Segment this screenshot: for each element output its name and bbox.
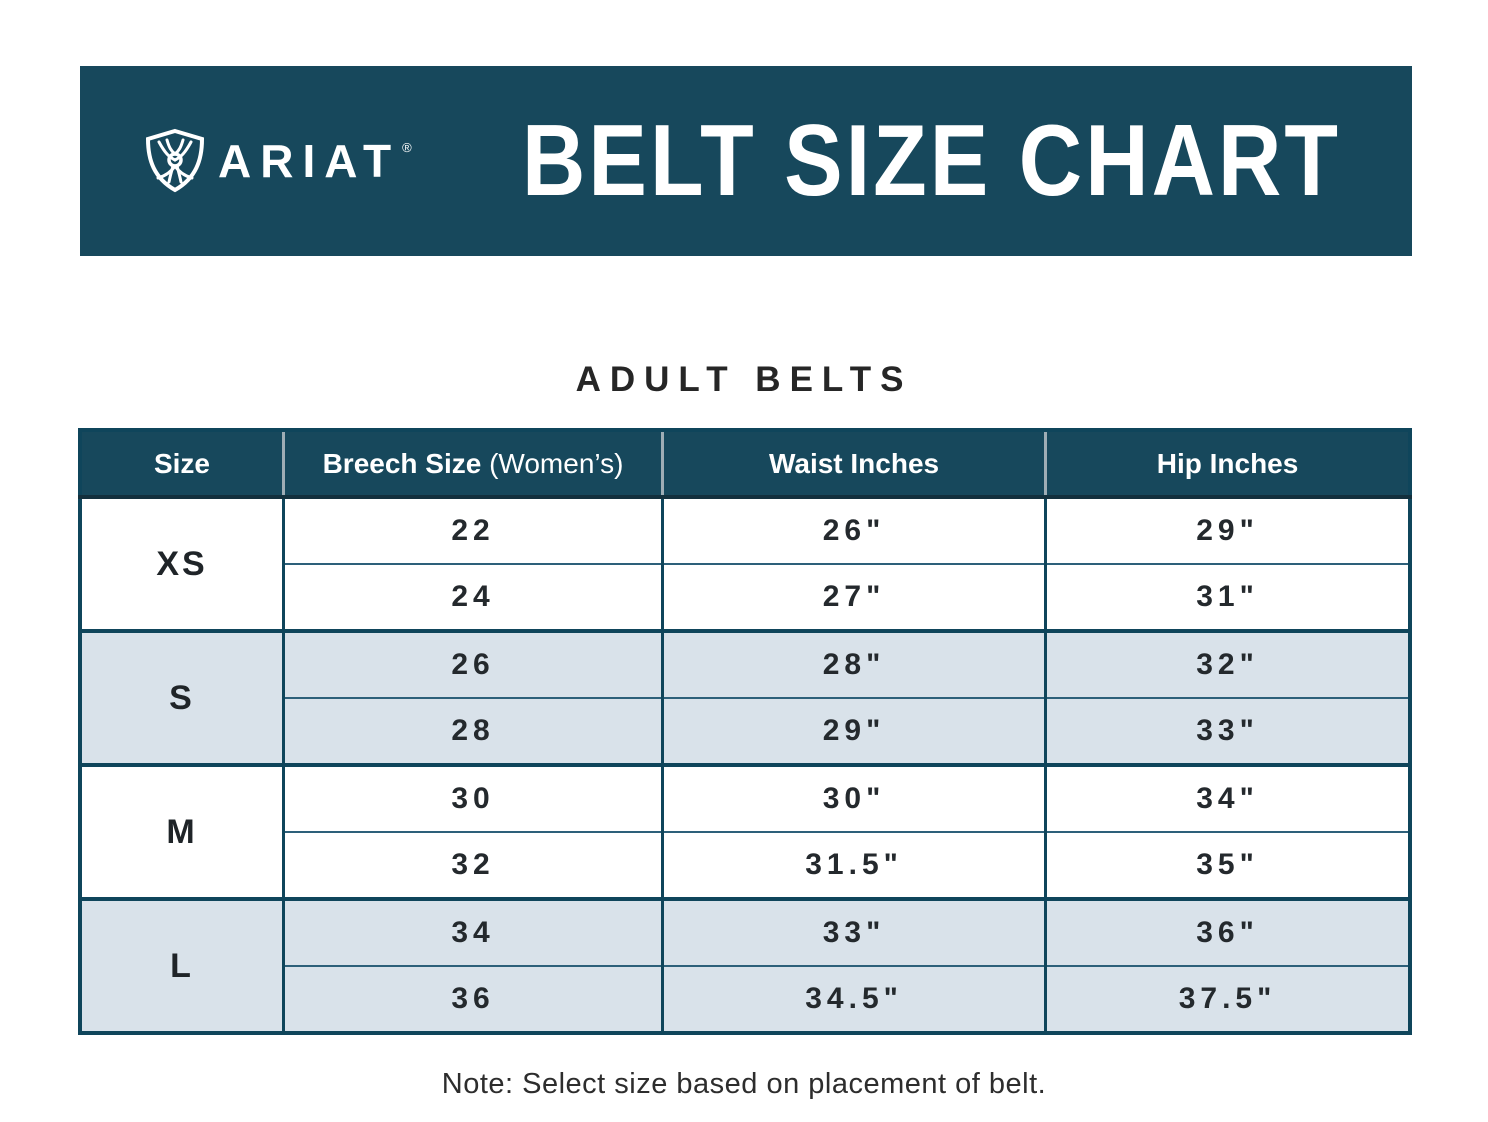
header-banner: ARIAT ® BELT SIZE CHART xyxy=(80,66,1412,256)
hip-cell: 35" xyxy=(1044,831,1410,899)
breech-cell: 28 xyxy=(283,697,663,765)
hip-cell: 37.5" xyxy=(1044,965,1410,1033)
waist-cell: 28" xyxy=(661,629,1046,698)
belt-size-table: Size Breech Size (Women’s) Waist Inches Hip… xyxy=(78,428,1412,1035)
breech-cell: 30 xyxy=(281,763,663,832)
size-cell-m: M xyxy=(80,763,285,899)
size-cell-s: S xyxy=(80,629,285,765)
hip-cell: 32" xyxy=(1044,629,1410,698)
table-header: Size Breech Size (Women’s) Waist Inches Hip… xyxy=(80,430,1410,499)
hip-cell: 29" xyxy=(1044,495,1410,564)
column-header-hip-inches: Hip Inches xyxy=(1044,430,1410,499)
table-row-xs-1: XS 22 26" 29" xyxy=(80,495,1410,631)
column-header-subtext: (Women’s) xyxy=(481,447,624,479)
table-body: XS 22 26" 29" 24 27" 31" S 26 28" 32" 28 29" 33" M 30 30… xyxy=(80,495,1410,1033)
table-row-l-2: 36 34.5" 37.5" xyxy=(80,965,1410,1033)
size-cell-xs: XS xyxy=(80,495,285,631)
hip-cell: 36" xyxy=(1044,897,1410,966)
waist-cell: 27" xyxy=(661,563,1046,631)
page-title: BELT SIZE CHART xyxy=(522,104,1342,218)
waist-cell: 33" xyxy=(661,897,1046,966)
hip-cell: 34" xyxy=(1044,763,1410,832)
ariat-shield-logo-icon xyxy=(145,128,205,193)
breech-cell: 34 xyxy=(281,897,663,966)
waist-cell: 31.5" xyxy=(661,831,1046,899)
breech-cell: 22 xyxy=(281,495,663,564)
table-header-row: Size Breech Size (Women’s) Waist Inches Hip… xyxy=(80,430,1410,499)
waist-cell: 34.5" xyxy=(661,965,1046,1033)
brand-logo-block: ARIAT ® xyxy=(80,128,412,194)
column-header-waist-inches: Waist Inches xyxy=(661,430,1046,499)
hip-cell: 31" xyxy=(1044,563,1410,631)
table-row-s-2: 28 29" 33" xyxy=(80,697,1410,765)
table-row-m-2: 32 31.5" 35" xyxy=(80,831,1410,899)
table-row-s-1: S 26 28" 32" xyxy=(80,629,1410,765)
table-row-xs-2: 24 27" 31" xyxy=(80,563,1410,631)
breech-cell: 36 xyxy=(283,965,663,1033)
breech-cell: 24 xyxy=(283,563,663,631)
column-header-size: Size xyxy=(80,430,284,499)
waist-cell: 30" xyxy=(661,763,1046,832)
waist-cell: 29" xyxy=(661,697,1046,765)
registered-trademark-symbol: ® xyxy=(402,139,412,155)
breech-cell: 26 xyxy=(281,629,663,698)
section-title: ADULT BELTS xyxy=(575,360,913,399)
breech-cell: 32 xyxy=(283,831,663,899)
waist-cell: 26" xyxy=(661,495,1046,564)
table-row-l-1: L 34 33" 36" xyxy=(80,897,1410,1033)
footnote: Note: Select size based on placement of … xyxy=(441,1068,1047,1100)
banner-title-wrap: BELT SIZE CHART xyxy=(412,110,1412,211)
column-header-breech-size: Breech Size (Women’s) xyxy=(281,430,663,499)
hip-cell: 33" xyxy=(1044,697,1410,765)
table-row-m-1: M 30 30" 34" xyxy=(80,763,1410,899)
size-cell-l: L xyxy=(80,897,285,1033)
brand-wordmark: ARIAT xyxy=(218,135,401,187)
